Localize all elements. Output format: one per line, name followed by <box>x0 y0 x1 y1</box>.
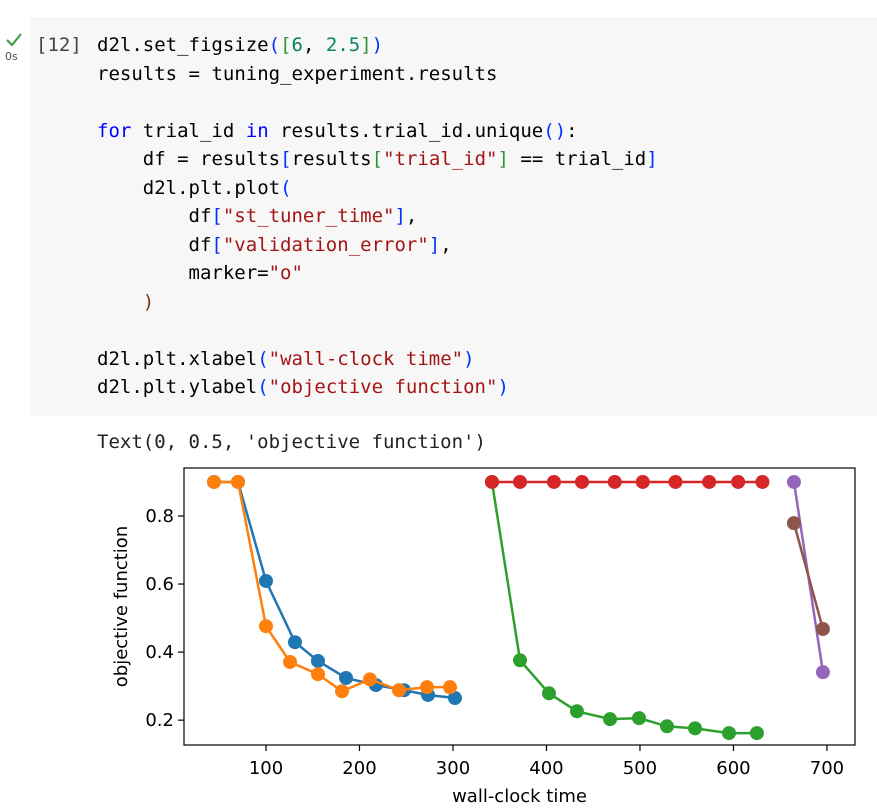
data-point <box>310 653 325 668</box>
x-tick-label: 200 <box>342 758 376 779</box>
y-tick-label: 0.2 <box>145 710 174 731</box>
code-line: df = results[results["trial_id"] == tria… <box>142 148 658 170</box>
x-tick-label: 100 <box>249 758 283 779</box>
y-tick-label: 0.8 <box>145 506 174 527</box>
data-point <box>442 680 457 695</box>
data-point <box>231 474 246 489</box>
y-axis-label: objective function <box>111 526 132 687</box>
data-point <box>335 684 350 699</box>
x-tick-label: 400 <box>529 758 563 779</box>
code-line: d2l.plt.xlabel("wall-clock time") <box>97 347 475 370</box>
x-tick-label: 700 <box>810 758 844 779</box>
run-duration: 0s <box>5 50 18 63</box>
code-line: df["validation_error"], <box>188 233 452 256</box>
data-point <box>659 719 674 734</box>
code-line: results = tuning_experiment.results <box>97 62 498 85</box>
data-point <box>310 667 325 682</box>
y-tick-label: 0.4 <box>145 642 174 663</box>
code-line: df["st_tuner_time"], <box>188 205 418 227</box>
data-point <box>688 721 703 736</box>
code-line: d2l.set_figsize([6, 2.5]) <box>97 34 384 56</box>
data-point <box>541 686 556 701</box>
x-axis-label: wall-clock time <box>452 786 587 807</box>
data-point <box>607 474 622 489</box>
series-line <box>214 480 450 693</box>
x-tick-label: 500 <box>623 758 657 779</box>
data-point <box>287 635 302 650</box>
code-editor[interactable]: d2l.set_figsize([6, 2.5]) results = tunin… <box>97 31 658 402</box>
data-point <box>632 711 647 726</box>
code-line: ) <box>142 290 155 313</box>
data-point <box>786 516 801 531</box>
code-line: marker="o" <box>188 262 303 284</box>
data-point <box>731 474 746 489</box>
data-point <box>786 474 801 489</box>
execution-count: [12] <box>36 34 82 56</box>
data-point <box>603 712 618 727</box>
data-point <box>721 726 736 741</box>
data-point <box>447 691 462 706</box>
y-tick-label: 0.6 <box>145 574 174 595</box>
series-line <box>214 480 456 700</box>
data-point <box>749 726 764 741</box>
data-point <box>755 474 770 489</box>
code-cell[interactable] <box>30 17 877 416</box>
data-point <box>575 474 590 489</box>
series-line <box>792 522 825 630</box>
data-point <box>815 621 830 636</box>
data-point <box>339 670 354 685</box>
code-line: d2l.plt.plot( <box>142 176 292 199</box>
data-point <box>283 654 298 669</box>
x-tick-label: 300 <box>436 758 470 779</box>
data-point <box>391 683 406 698</box>
data-point <box>207 474 222 489</box>
series-line <box>490 481 757 735</box>
code-line: for trial_id in results.trial_id.unique(… <box>97 119 578 142</box>
data-point <box>484 474 499 489</box>
code-line: d2l.plt.ylabel("objective function") <box>97 376 509 398</box>
data-point <box>569 704 584 719</box>
data-point <box>419 680 434 695</box>
run-status-icon <box>6 33 22 47</box>
data-point <box>513 474 528 489</box>
data-point <box>668 474 683 489</box>
data-point <box>546 474 561 489</box>
data-point <box>635 474 650 489</box>
data-point <box>258 573 273 588</box>
data-point <box>513 653 528 668</box>
data-point <box>815 665 830 680</box>
data-point <box>702 474 717 489</box>
output-text: Text(0, 0.5, 'objective function') <box>97 431 486 453</box>
data-point <box>362 672 377 687</box>
plot-area <box>183 467 856 746</box>
data-point <box>258 619 273 634</box>
x-tick-label: 600 <box>716 758 750 779</box>
